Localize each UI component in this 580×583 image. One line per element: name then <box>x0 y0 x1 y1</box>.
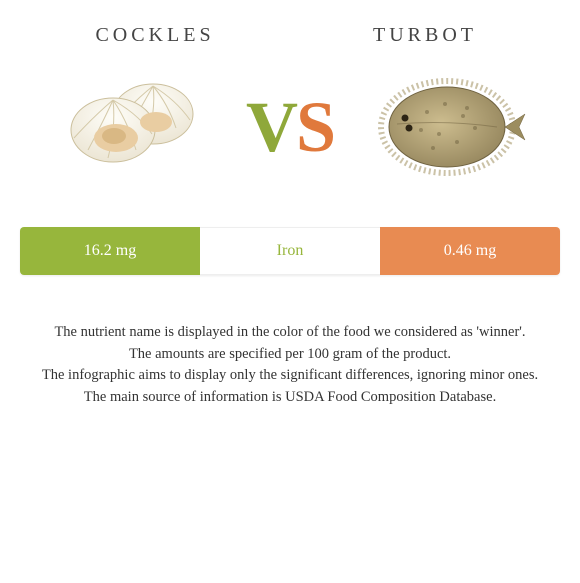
left-food-image <box>30 67 236 187</box>
left-food-title: COCKLES <box>20 24 290 47</box>
footnote-line: The main source of information is USDA F… <box>26 388 554 408</box>
header-row: COCKLES TURBOT <box>0 0 580 57</box>
nutrient-bar: 16.2 mg Iron 0.46 mg <box>20 227 560 275</box>
vs-v: V <box>246 87 296 167</box>
footnote-line: The infographic aims to display only the… <box>26 366 554 386</box>
nutrient-left-value: 16.2 mg <box>20 227 200 275</box>
vs-s: S <box>296 87 334 167</box>
footnote-line: The amounts are specified per 100 gram o… <box>26 345 554 365</box>
nutrient-name: Iron <box>200 227 380 275</box>
right-food-title: TURBOT <box>290 24 560 47</box>
vs-label: VS <box>246 86 334 169</box>
nutrient-right-value: 0.46 mg <box>380 227 560 275</box>
footnote-line: The nutrient name is displayed in the co… <box>26 323 554 343</box>
footnotes: The nutrient name is displayed in the co… <box>0 295 580 407</box>
compare-row: VS <box>0 57 580 207</box>
right-food-image <box>344 67 550 187</box>
